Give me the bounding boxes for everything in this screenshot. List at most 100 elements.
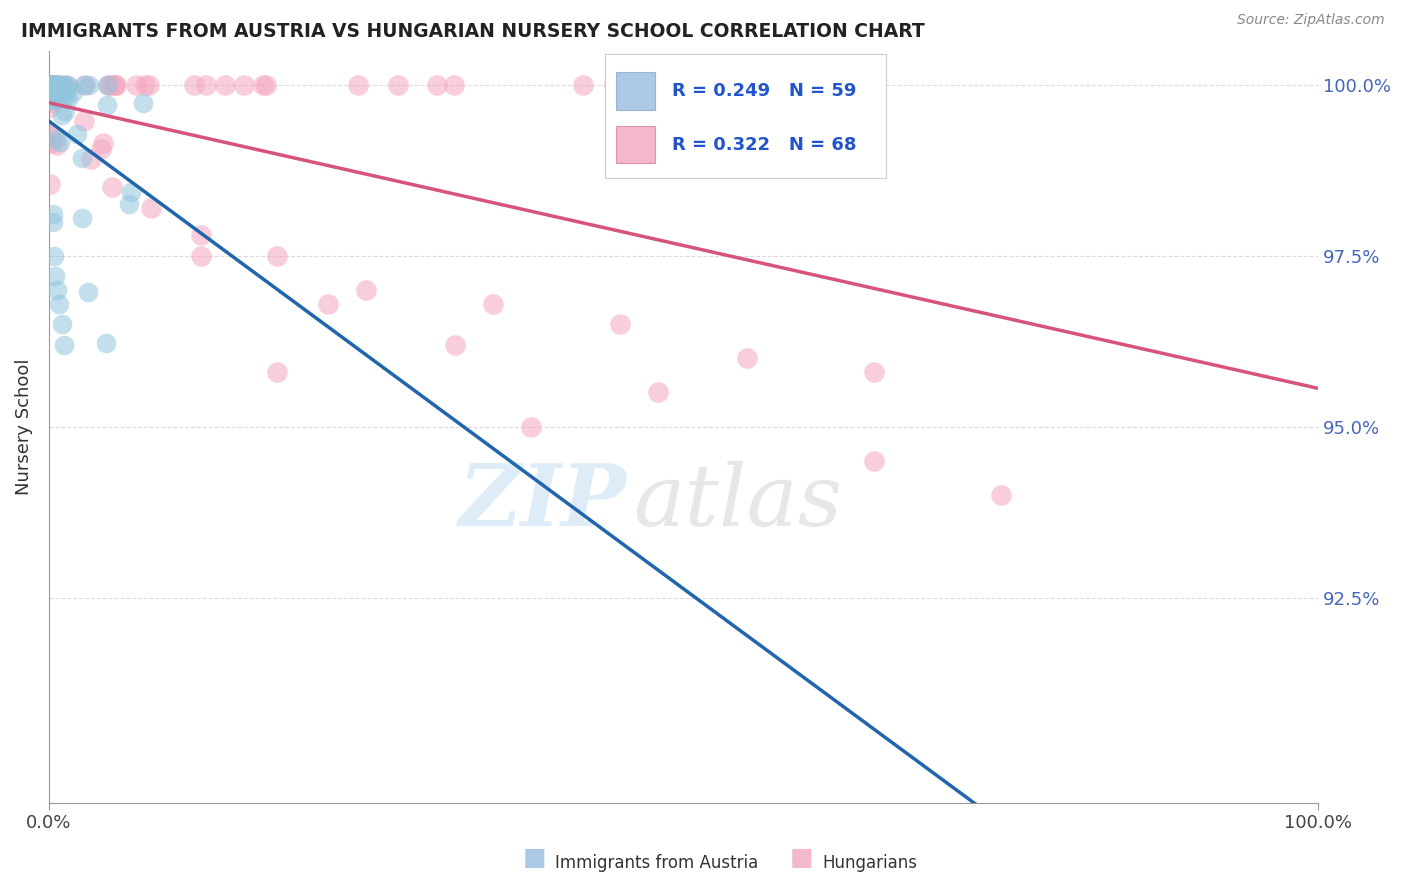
- Text: R = 0.249   N = 59: R = 0.249 N = 59: [672, 82, 856, 100]
- Point: [39, 78, 62, 92]
- Point: [44, 78, 66, 92]
- Point: [48, 91, 70, 105]
- Point: [232, 78, 254, 92]
- Point: [443, 78, 465, 92]
- Point: [990, 488, 1012, 502]
- Point: [70, 151, 93, 165]
- Point: [101, 180, 124, 194]
- Point: [621, 78, 644, 92]
- Point: [39, 78, 62, 92]
- Point: [183, 78, 205, 92]
- Point: [42, 249, 65, 263]
- Point: [56, 91, 79, 105]
- Text: ■: ■: [790, 846, 813, 870]
- Point: [39, 128, 62, 142]
- Point: [42, 214, 65, 228]
- Text: ■: ■: [523, 846, 546, 870]
- Point: [254, 78, 277, 92]
- Point: [51, 108, 73, 122]
- Point: [48, 78, 70, 92]
- Point: [49, 135, 72, 149]
- Point: [39, 85, 62, 99]
- Point: [103, 78, 125, 92]
- Point: [46, 87, 69, 102]
- Point: [80, 153, 103, 167]
- Point: [42, 78, 65, 92]
- Point: [55, 78, 77, 92]
- Point: [356, 283, 378, 297]
- Point: [48, 85, 70, 99]
- Point: [58, 79, 80, 94]
- Point: [214, 78, 236, 92]
- Point: [139, 201, 162, 215]
- Point: [42, 207, 65, 221]
- Point: [45, 78, 67, 92]
- Point: [697, 78, 720, 92]
- Point: [190, 249, 212, 263]
- Point: [49, 78, 72, 92]
- Point: [266, 249, 288, 263]
- Point: [735, 351, 758, 366]
- Point: [444, 337, 467, 351]
- Point: [138, 78, 160, 92]
- Point: [104, 78, 127, 92]
- Point: [42, 78, 65, 92]
- Point: [75, 78, 97, 92]
- Point: [347, 78, 370, 92]
- Text: Hungarians: Hungarians: [823, 855, 918, 872]
- Point: [46, 78, 69, 92]
- Point: [572, 78, 595, 92]
- Text: Source: ZipAtlas.com: Source: ZipAtlas.com: [1237, 13, 1385, 28]
- Point: [120, 185, 142, 199]
- Text: Immigrants from Austria: Immigrants from Austria: [555, 855, 759, 872]
- Point: [73, 113, 96, 128]
- Point: [42, 91, 65, 105]
- Point: [426, 78, 449, 92]
- Point: [53, 78, 76, 92]
- Point: [863, 454, 886, 468]
- Point: [91, 136, 114, 150]
- Point: [41, 78, 63, 92]
- Point: [39, 85, 62, 99]
- Point: [863, 365, 886, 379]
- Point: [609, 317, 631, 331]
- Point: [39, 78, 62, 92]
- Text: R = 0.322   N = 68: R = 0.322 N = 68: [672, 136, 856, 153]
- Point: [98, 78, 121, 92]
- Point: [48, 80, 70, 95]
- Point: [39, 78, 62, 92]
- Point: [45, 84, 67, 98]
- Text: ZIP: ZIP: [458, 460, 627, 543]
- Point: [252, 78, 274, 92]
- Point: [46, 78, 69, 92]
- Point: [482, 296, 505, 310]
- Point: [105, 78, 128, 92]
- Point: [46, 79, 69, 94]
- Point: [194, 78, 217, 92]
- Point: [94, 336, 117, 351]
- Point: [62, 85, 84, 99]
- Point: [70, 211, 93, 225]
- Point: [45, 78, 67, 92]
- Point: [39, 136, 62, 151]
- Point: [45, 89, 67, 103]
- Point: [48, 296, 70, 310]
- Point: [710, 78, 733, 92]
- Text: atlas: atlas: [633, 460, 842, 543]
- Point: [44, 78, 66, 92]
- Point: [51, 317, 73, 331]
- Y-axis label: Nursery School: Nursery School: [15, 359, 32, 495]
- Point: [46, 85, 69, 99]
- Text: IMMIGRANTS FROM AUSTRIA VS HUNGARIAN NURSERY SCHOOL CORRELATION CHART: IMMIGRANTS FROM AUSTRIA VS HUNGARIAN NUR…: [21, 22, 925, 41]
- Point: [39, 78, 62, 92]
- Point: [721, 78, 744, 92]
- Point: [132, 95, 155, 110]
- Point: [45, 131, 67, 145]
- Bar: [616, 126, 655, 163]
- Point: [125, 78, 148, 92]
- Point: [42, 91, 65, 105]
- Point: [41, 91, 63, 105]
- Point: [657, 78, 679, 92]
- Point: [96, 97, 118, 112]
- Point: [77, 78, 100, 92]
